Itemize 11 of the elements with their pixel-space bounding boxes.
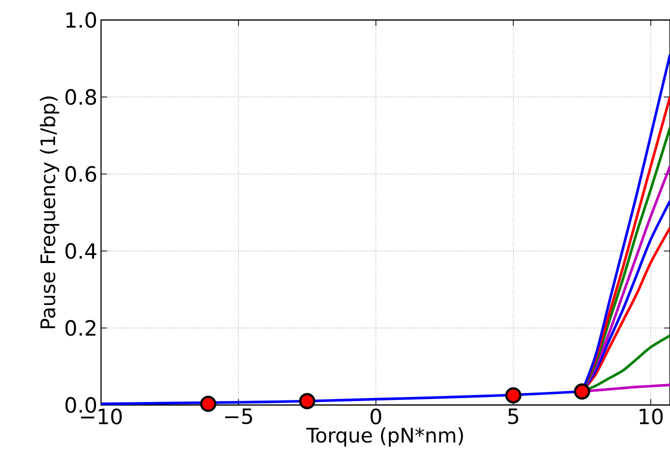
y-tick-label: 1.0: [66, 12, 96, 28]
y-axis-title: Pause Frequency (1/bp): [40, 96, 60, 328]
y-tick-label: 0.2: [65, 320, 96, 336]
x-tick-label: 10: [640, 408, 663, 424]
x-axis-title: Torque (pN*nm): [306, 427, 463, 447]
y-tick-label: 0.6: [65, 166, 96, 182]
y-tick-label: 0.8: [65, 89, 96, 105]
y-tick-label: 0.4: [65, 243, 96, 259]
x-tick-label: −5: [225, 408, 252, 424]
x-tick-label: 5: [508, 408, 518, 424]
x-tick-label: 0: [370, 408, 382, 424]
